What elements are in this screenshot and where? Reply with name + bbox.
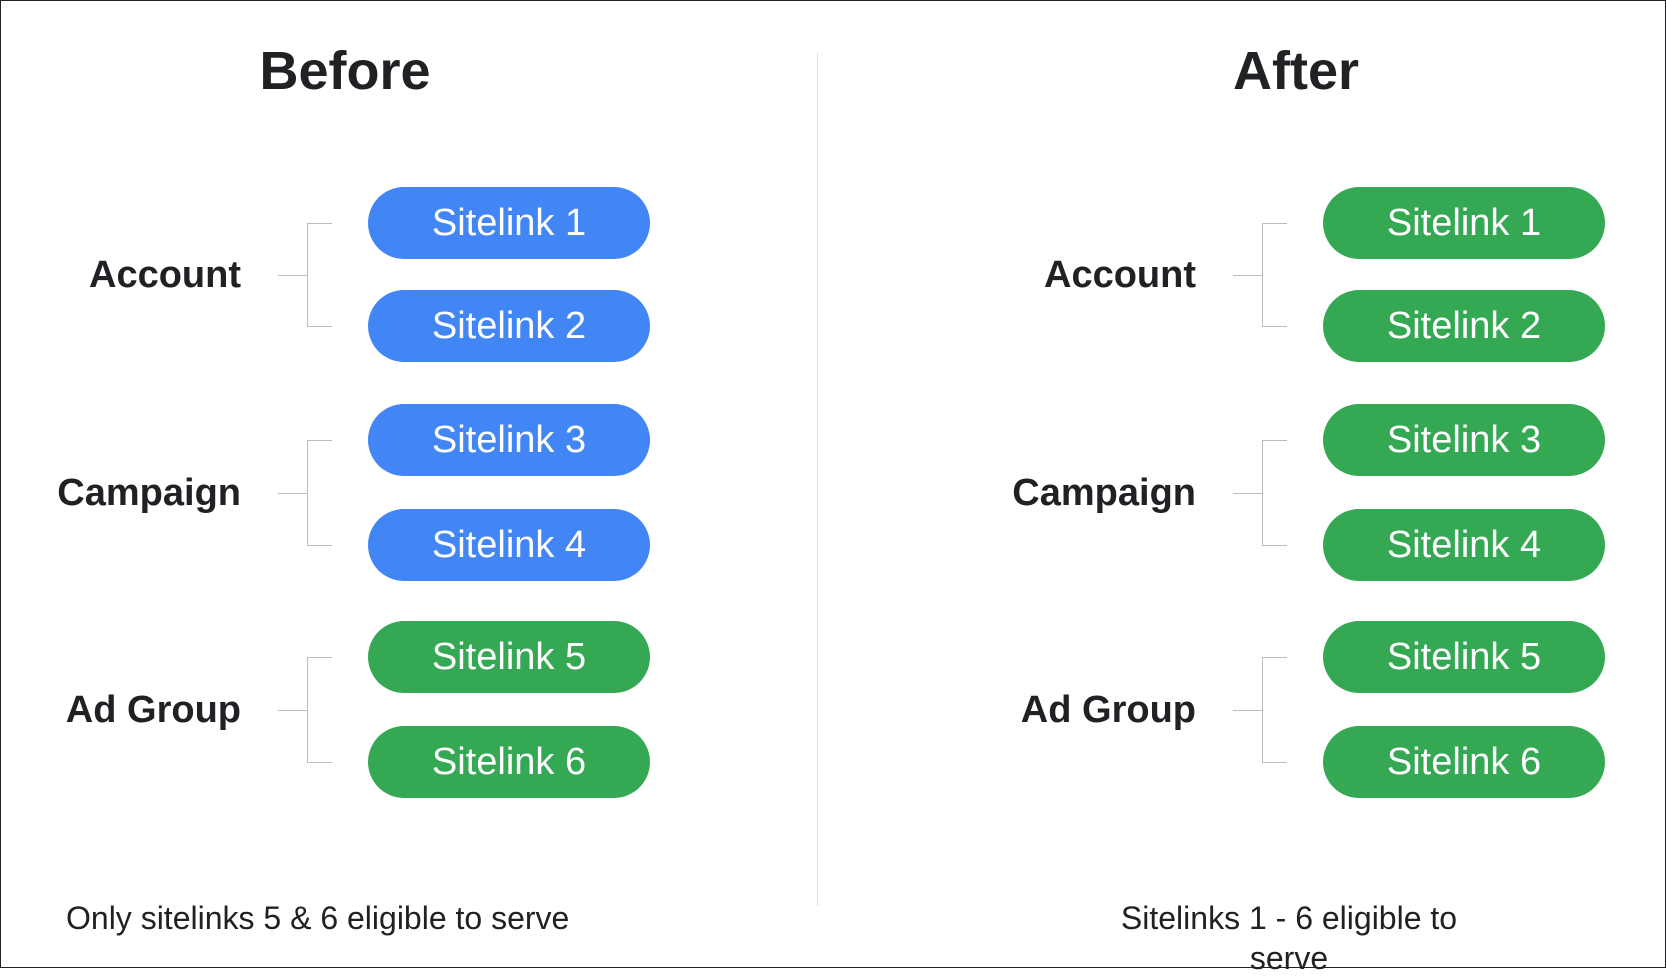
sitelink-pill: Sitelink 1 [1323,187,1605,259]
bracket-line [1262,657,1263,762]
bracket-line [1233,709,1262,711]
bracket-line [307,657,308,762]
bracket-line [1262,223,1263,326]
bracket-line [1262,326,1287,327]
sitelink-pill: Sitelink 6 [1323,726,1605,798]
bracket-line [1262,657,1287,658]
bracket-line [307,440,332,441]
bracket-line [278,274,307,276]
bracket-line [307,326,332,327]
after-title: After [1232,41,1359,101]
bracket-line [1262,223,1287,224]
bracket-line [307,223,332,224]
bracket-line [1233,274,1262,276]
sitelink-pill: Sitelink 4 [368,509,650,581]
sitelink-pill: Sitelink 5 [368,621,650,693]
after-level-label: Campaign [1012,471,1196,514]
bracket-line [278,709,307,711]
bracket-line [307,762,332,763]
sitelink-pill: Sitelink 6 [368,726,650,798]
before-footer: Only sitelinks 5 & 6 eligible to serve [66,900,570,936]
bracket-line [1262,545,1287,546]
sitelink-pill: Sitelink 3 [368,404,650,476]
before-title: Before [259,41,431,101]
before-level-label: Ad Group [65,688,241,731]
bracket-line [1262,440,1263,545]
bracket-line [1233,492,1262,494]
sitelink-pill: Sitelink 3 [1323,404,1605,476]
after-footer: Sitelinks 1 - 6 eligible to serve [1120,900,1458,976]
before-level-label: Account [89,253,241,296]
bracket-line [307,223,308,326]
before-level-label: Campaign [57,471,241,514]
sitelink-pill: Sitelink 2 [1323,290,1605,362]
bracket-line [1262,762,1287,763]
bracket-line [278,492,307,494]
panel-divider [817,53,818,906]
sitelink-pill: Sitelink 2 [368,290,650,362]
after-level-label: Account [1044,253,1196,296]
after-level-label: Ad Group [1020,688,1196,731]
sitelink-pill: Sitelink 4 [1323,509,1605,581]
bracket-line [307,657,332,658]
bracket-line [307,440,308,545]
bracket-line [307,545,332,546]
sitelink-pill: Sitelink 5 [1323,621,1605,693]
sitelink-pill: Sitelink 1 [368,187,650,259]
bracket-line [1262,440,1287,441]
